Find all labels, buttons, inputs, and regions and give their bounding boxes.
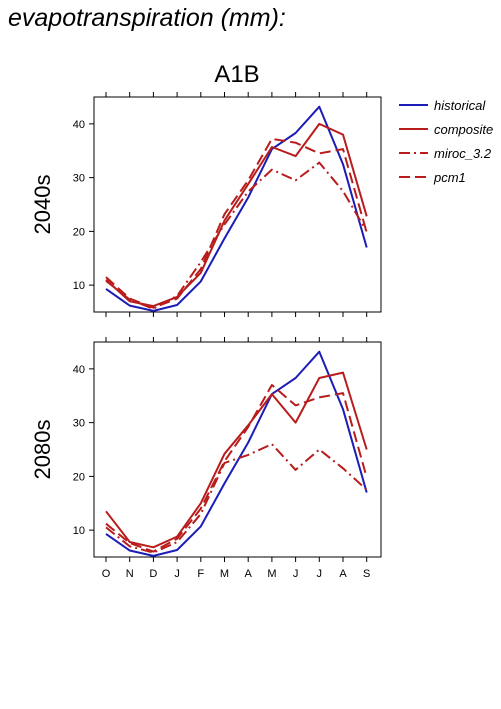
- panel-2040s: 10 20 30 40 2040s: [30, 92, 382, 317]
- y-axis-label: 2040s: [30, 175, 55, 235]
- x-tick-label: J: [293, 568, 299, 580]
- y-tick-label: 40: [73, 119, 85, 131]
- x-tick-label: N: [126, 568, 134, 580]
- x-tick-label: S: [363, 568, 370, 580]
- x-tick-label: D: [149, 568, 157, 580]
- panel-2080s: 10 20 30 40 O N D J F M A M J J A S 2080s: [30, 337, 382, 580]
- series-line-pcm1: [105, 384, 368, 553]
- x-tick-label: J: [174, 568, 180, 580]
- series-line-pcm1: [105, 137, 368, 309]
- legend-label: miroc_3.2: [434, 146, 492, 161]
- series-line-miroc-3-2: [105, 443, 368, 554]
- y-tick-label: 40: [73, 364, 85, 376]
- x-tick-label: A: [339, 568, 347, 580]
- y-axis-label: 2080s: [30, 420, 55, 480]
- y-tick-label: 20: [73, 226, 85, 238]
- x-tick-label: A: [245, 568, 253, 580]
- y-tick-label: 10: [73, 280, 85, 292]
- plot-frame: [93, 96, 382, 313]
- legend-label: historical: [434, 98, 486, 113]
- legend-label: composite: [434, 122, 493, 137]
- series-line-historical: [105, 350, 368, 557]
- legend-label: pcm1: [433, 170, 466, 185]
- scenario-title: A1B: [214, 61, 259, 88]
- y-tick-label: 30: [73, 418, 85, 430]
- series-line-composite: [105, 371, 368, 549]
- plot-frame: [93, 341, 382, 558]
- x-tick-label: J: [317, 568, 323, 580]
- series-line-historical: [105, 105, 368, 312]
- chart-panels: 10 20 30 40 2040s 10 20 30 40 O N D J F M A M J J A S 2080s: [30, 92, 382, 580]
- series-line-miroc-3-2: [105, 161, 368, 310]
- x-tick-label: O: [102, 568, 111, 580]
- chart-legend: historical composite miroc_3.2 pcm1: [399, 98, 493, 185]
- x-tick-label: F: [197, 568, 204, 580]
- y-tick-label: 10: [73, 525, 85, 537]
- x-tick-label: M: [267, 568, 276, 580]
- y-tick-label: 20: [73, 471, 85, 483]
- page-title: evapotranspiration (mm):: [8, 4, 286, 32]
- x-tick-label: M: [220, 568, 229, 580]
- y-tick-label: 30: [73, 173, 85, 185]
